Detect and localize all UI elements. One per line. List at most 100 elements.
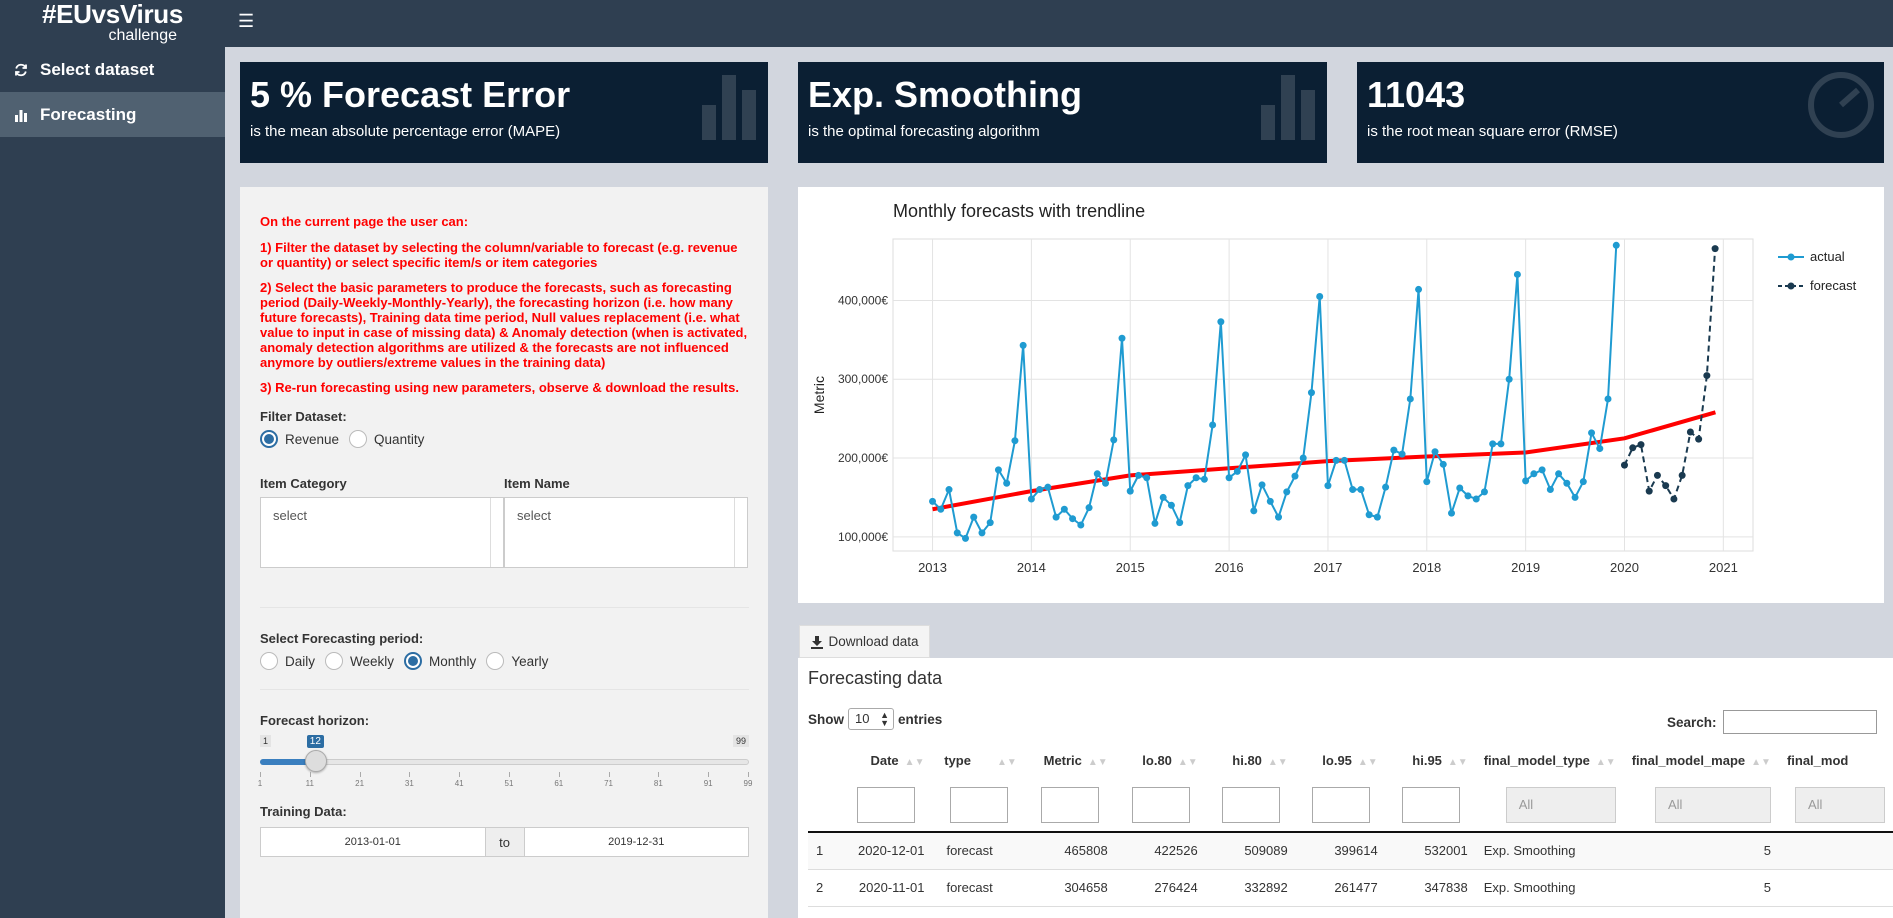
actual-point xyxy=(1052,513,1060,521)
filter-input-type[interactable] xyxy=(949,786,1008,823)
radio-circle[interactable] xyxy=(260,652,278,670)
bar-chart-icon xyxy=(14,108,30,122)
col-date[interactable]: Date ▲▼ xyxy=(840,742,932,778)
filter-cell: All xyxy=(1475,778,1624,833)
training-end-date[interactable]: 2019-12-31 xyxy=(608,836,665,848)
radio-label: Quantity xyxy=(374,431,425,447)
actual-point xyxy=(1464,492,1472,500)
select-placeholder: select xyxy=(517,508,551,523)
forecast-horizon-slider[interactable]: 1 99 12 1 11 21 31 41 51 61 71 81 91 99 xyxy=(258,734,752,794)
radio-revenue[interactable]: Revenue xyxy=(260,430,339,448)
filter-input-lo95[interactable] xyxy=(1311,786,1370,823)
actual-point xyxy=(970,513,978,521)
cell-final-mod xyxy=(1778,832,1893,870)
cell-lo95: 399614 xyxy=(1295,832,1386,870)
actual-point xyxy=(1118,334,1126,342)
actual-point xyxy=(1027,495,1035,503)
search-input[interactable] xyxy=(1722,710,1877,734)
forecast-chart[interactable]: Monthly forecasts with trendline 2013 2014… xyxy=(798,187,1884,603)
actual-point xyxy=(1110,436,1118,444)
training-start-date[interactable]: 2013-01-01 xyxy=(344,836,401,848)
radio-circle[interactable] xyxy=(325,652,344,670)
radio-label: Weekly xyxy=(350,653,395,669)
radio-daily[interactable]: Daily xyxy=(260,652,315,670)
table-length-control: Show 10 ▲ ▼ entries xyxy=(808,708,942,730)
filter-select-final-mod[interactable]: All xyxy=(1794,786,1885,823)
slider-min-label: 1 xyxy=(260,735,272,747)
sort-icon: ▲▼ xyxy=(1595,756,1616,768)
actual-point xyxy=(937,505,945,513)
radio-circle[interactable] xyxy=(404,652,423,670)
actual-point xyxy=(1143,474,1151,482)
cell-type: forecast xyxy=(932,869,1025,907)
table-row[interactable]: 1 2020-12-01 forecast 465808 422526 5090… xyxy=(808,832,1893,870)
radio-yearly[interactable]: Yearly xyxy=(486,652,548,670)
hamburger-menu-icon[interactable]: ☰ xyxy=(238,11,255,31)
item-selectors: Item Category select Item Name select xyxy=(260,476,749,568)
actual-point xyxy=(1209,421,1217,429)
actual-point xyxy=(1423,478,1431,486)
slider-tick xyxy=(409,772,411,777)
y-tick-label: 100,000€ xyxy=(838,530,888,544)
col-metric[interactable]: Metric ▲▼ xyxy=(1025,742,1116,778)
forecasting-table-panel: Forecasting data Show 10 ▲ ▼ entries Searc… xyxy=(798,658,1893,918)
radio-circle[interactable] xyxy=(486,652,505,670)
y-tick-label: 300,000€ xyxy=(838,372,888,386)
forecasting-data-table: Date ▲▼ type ▲▼ Metric ▲▼ lo.80 ▲▼ hi.80 ▲▼ l… xyxy=(808,742,1893,907)
actual-point xyxy=(1546,486,1554,494)
radio-monthly[interactable]: Monthly xyxy=(404,652,476,670)
col-lo80[interactable]: lo.80 ▲▼ xyxy=(1116,742,1206,778)
col-type[interactable]: type ▲▼ xyxy=(932,742,1024,778)
actual-point xyxy=(978,529,986,537)
item-name-select[interactable]: select xyxy=(504,497,748,568)
col-final-model-type[interactable]: final_model_type ▲▼ xyxy=(1476,742,1624,778)
forecasting-period-radios: Daily Weekly Monthly Yearly xyxy=(260,652,749,670)
filter-select-model-type[interactable]: All xyxy=(1505,786,1616,823)
radio-weekly[interactable]: Weekly xyxy=(325,652,394,670)
sidebar-item-forecasting[interactable]: Forecasting xyxy=(0,92,225,137)
sidebar-item-label: Select dataset xyxy=(40,59,155,79)
actual-point xyxy=(1258,481,1266,489)
filter-input-hi80[interactable] xyxy=(1221,786,1280,823)
radio-circle[interactable] xyxy=(349,430,368,448)
filter-dataset-radios: Revenue Quantity xyxy=(260,430,749,448)
slider-track[interactable] xyxy=(260,759,749,765)
filter-input-metric[interactable] xyxy=(1041,786,1100,823)
actual-point xyxy=(1126,487,1134,495)
actual-point xyxy=(1044,483,1052,491)
x-tick-label: 2020 xyxy=(1610,560,1639,575)
cell-hi80: 332892 xyxy=(1205,869,1296,907)
actual-point xyxy=(1217,318,1225,326)
slider-handle[interactable] xyxy=(304,750,327,772)
actual-point xyxy=(1307,389,1315,397)
entries-select[interactable]: 10 ▲ ▼ xyxy=(848,708,894,730)
top-bar: #EUvsVirus challenge ☰ xyxy=(0,0,1893,47)
filter-input-date[interactable] xyxy=(857,786,916,823)
slider-fill xyxy=(260,759,317,765)
logo[interactable]: #EUvsVirus challenge xyxy=(0,0,225,47)
slider-tick-label: 71 xyxy=(604,779,614,788)
filter-input-hi95[interactable] xyxy=(1401,786,1460,823)
radio-quantity[interactable]: Quantity xyxy=(349,430,424,448)
actual-point xyxy=(1439,460,1447,468)
value-box-subtitle: is the mean absolute percentage error (M… xyxy=(250,123,561,140)
value-box-value: 5 % Forecast Error xyxy=(250,74,571,115)
filter-input-lo80[interactable] xyxy=(1131,786,1190,823)
item-category-select[interactable]: select xyxy=(260,497,504,568)
col-hi80[interactable]: hi.80 ▲▼ xyxy=(1206,742,1296,778)
filter-select-model-mape[interactable]: All xyxy=(1654,786,1771,823)
col-hi95[interactable]: hi.95 ▲▼ xyxy=(1386,742,1476,778)
forecast-point xyxy=(1629,444,1637,452)
col-final-mod[interactable]: final_mod xyxy=(1779,742,1893,778)
sidebar-item-select-dataset[interactable]: Select dataset xyxy=(0,47,225,92)
radio-circle[interactable] xyxy=(260,430,278,448)
forecast-point xyxy=(1695,435,1703,443)
col-lo95[interactable]: lo.95 ▲▼ xyxy=(1296,742,1386,778)
table-row[interactable]: 2 2020-11-01 forecast 304658 276424 3328… xyxy=(808,869,1893,907)
col-final-model-mape[interactable]: final_model_mape ▲▼ xyxy=(1624,742,1779,778)
filter-cell xyxy=(1295,778,1386,833)
col-label: lo.80 xyxy=(1142,752,1172,768)
download-data-button[interactable]: Download data xyxy=(799,625,930,658)
table-header-row: Date ▲▼ type ▲▼ Metric ▲▼ lo.80 ▲▼ hi.80 ▲▼ l… xyxy=(808,742,1893,778)
cell-model-type: Exp. Smoothing xyxy=(1475,832,1624,870)
